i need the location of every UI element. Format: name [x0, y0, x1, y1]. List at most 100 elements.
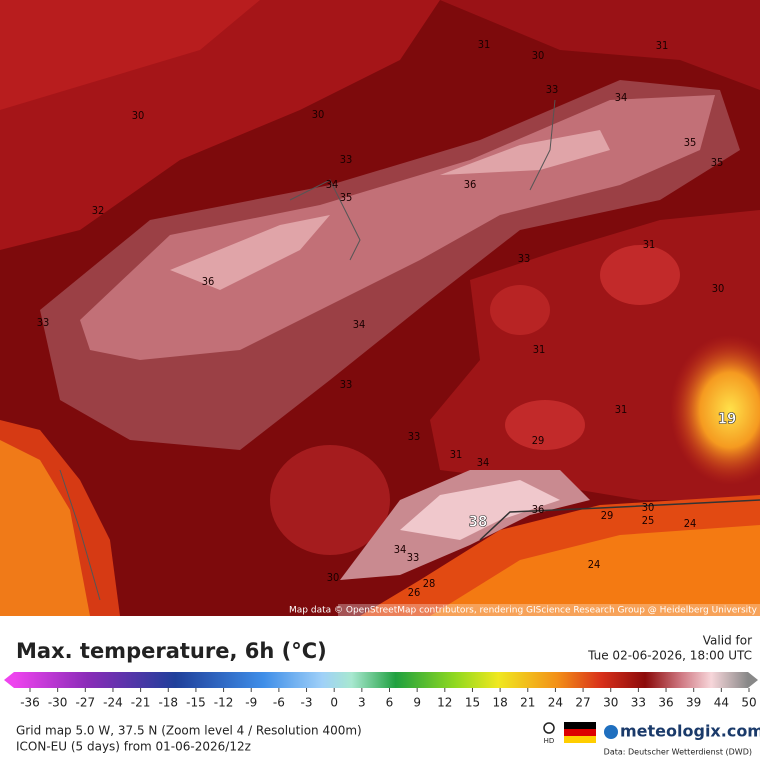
scale-tick-label: 21	[520, 696, 535, 710]
region	[440, 0, 760, 90]
contour-label: 30	[312, 108, 325, 121]
contour-label: 33	[340, 378, 353, 391]
contour-label: 31	[533, 343, 546, 356]
contour-label: 36	[202, 275, 215, 288]
contour-label: 24	[588, 558, 601, 571]
region	[505, 400, 585, 450]
scale-tick-label: 15	[465, 696, 480, 710]
flag-red	[564, 729, 596, 736]
scale-tick-label: -21	[131, 696, 151, 710]
contour-label: 30	[532, 49, 545, 62]
scale-tick-label: -18	[158, 696, 178, 710]
contour-label: 34	[477, 456, 490, 469]
contour-label: 31	[615, 403, 628, 416]
contour-label: 31	[478, 38, 491, 51]
scale-tick-label: 18	[492, 696, 507, 710]
region	[430, 525, 760, 616]
contour-label: 29	[601, 509, 614, 522]
contour-label: 19	[718, 410, 737, 428]
contour-label: 33	[408, 430, 421, 443]
scale-tick-label: -12	[214, 696, 234, 710]
scale-arrow	[4, 672, 14, 688]
color-bar	[14, 672, 748, 688]
contour-label: 31	[643, 238, 656, 251]
contour-label: 38	[469, 513, 488, 531]
contour-label: 34	[615, 91, 628, 104]
grid-info: Grid map 5.0 W, 37.5 N (Zoom level 4 / R…	[16, 724, 362, 738]
contour-label: 33	[340, 153, 353, 166]
contour-label: 30	[642, 501, 655, 514]
contour-label: 32	[92, 204, 105, 217]
brand[interactable]: meteologix.com	[620, 722, 760, 741]
contour-label: 34	[326, 178, 339, 191]
contour-label: 35	[684, 136, 697, 149]
contour-label: 31	[656, 39, 669, 52]
contour-label: 35	[711, 156, 724, 169]
contour-label: 33	[546, 83, 559, 96]
contour-label: 36	[464, 178, 477, 191]
scale-tick-label: 12	[437, 696, 452, 710]
region	[600, 245, 680, 305]
scale-tick-label: -9	[245, 696, 257, 710]
scale-tick-label: -30	[48, 696, 68, 710]
scale-arrow	[748, 672, 758, 688]
region	[170, 130, 610, 290]
scale-tick-label: 3	[358, 696, 366, 710]
scale-tick-label: 9	[413, 696, 421, 710]
flag-black	[564, 722, 596, 729]
region	[0, 0, 260, 110]
data-source: Data: Deutscher Wetterdienst (DWD)	[604, 748, 752, 757]
coastline	[479, 499, 760, 541]
contour-label: 30	[327, 571, 340, 584]
scale-tick-label: 33	[631, 696, 646, 710]
contour-label: 29	[532, 434, 545, 447]
scale-tick-label: 24	[548, 696, 563, 710]
scale-tick-label: 30	[603, 696, 618, 710]
title: Max. temperature, 6h (°C)	[16, 639, 327, 663]
scale-tick-label: 44	[714, 696, 729, 710]
contour-label: 24	[684, 517, 697, 530]
scale-tick-label: 39	[686, 696, 701, 710]
contour-label: 31	[450, 448, 463, 461]
valid-label: Valid for	[703, 634, 752, 648]
border	[59, 99, 556, 601]
scale-tick-label: -3	[301, 696, 313, 710]
color-scale: -36 -30 -27 -24 -21 -18 -15 -12 -9 -6 -3 0 3 6 9 12 15 18…	[4, 672, 758, 710]
scale-tick-label: -24	[103, 696, 123, 710]
contour-label: 33	[37, 316, 50, 329]
contour-label: 35	[340, 191, 353, 204]
scale-tick-label: 50	[741, 696, 756, 710]
hd-label[interactable]: HD	[544, 737, 555, 745]
contour-label: 25	[642, 514, 655, 527]
attribution-bg	[338, 604, 760, 616]
valid-time: Tue 02-06-2026, 18:00 UTC	[587, 649, 752, 663]
contour-label: 34	[353, 318, 366, 331]
brand-logo	[604, 725, 618, 739]
hot-spot	[670, 335, 760, 485]
scale-tick-label: 0	[330, 696, 338, 710]
contour-label: 30	[132, 109, 145, 122]
zoom-icon[interactable]	[543, 722, 555, 734]
region	[270, 445, 390, 555]
contour-label: 30	[712, 282, 725, 295]
scale-tick-label: -36	[20, 696, 40, 710]
contour-label: 34	[394, 543, 407, 556]
contour-label: 33	[518, 252, 531, 265]
region	[0, 440, 90, 616]
scale-ticks: -36 -30 -27 -24 -21 -18 -15 -12 -9 -6 -3 0 3 6 9 12 15 18…	[20, 688, 757, 710]
attribution: Map data © OpenStreetMap contributors, r…	[289, 606, 758, 616]
region	[400, 480, 560, 540]
contour-label: 36	[532, 503, 545, 516]
scale-tick-label: 27	[575, 696, 590, 710]
scale-tick-label: 6	[386, 696, 394, 710]
contour-label: 33	[407, 551, 420, 564]
region	[490, 285, 550, 335]
scale-tick-label: -15	[186, 696, 206, 710]
scale-tick-label: 36	[658, 696, 673, 710]
flag-gold	[564, 736, 596, 743]
contour-label: 26	[408, 586, 421, 599]
scale-tick-label: -27	[76, 696, 96, 710]
